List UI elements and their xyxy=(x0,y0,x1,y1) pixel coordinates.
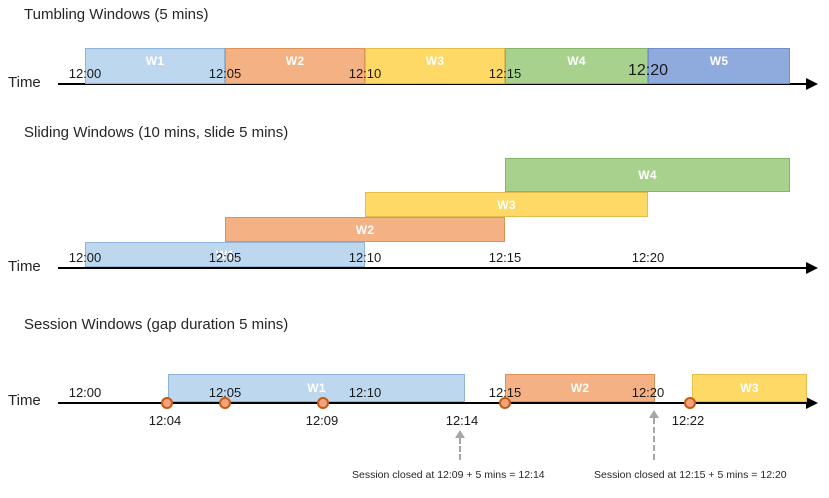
window-label: W1 xyxy=(145,54,165,68)
event-dot xyxy=(317,397,329,409)
arrow-up-icon xyxy=(649,410,659,418)
tick-12-20: 12:20 xyxy=(627,62,669,79)
window-label: W2 xyxy=(285,54,305,68)
window-w1: W1 xyxy=(85,242,365,267)
tick-12-15: 12:15 xyxy=(488,385,522,400)
tick-12-00: 12:00 xyxy=(68,66,102,81)
window-w5: W5 xyxy=(648,48,790,84)
tick-12-15: 12:15 xyxy=(488,250,522,265)
event-time-12-14: 12:14 xyxy=(445,413,479,428)
tick-12-20: 12:20 xyxy=(631,250,665,265)
tick-12-00: 12:00 xyxy=(68,250,102,265)
timeline xyxy=(58,83,808,85)
window-label: W3 xyxy=(740,381,759,395)
window-label: W4 xyxy=(638,168,657,182)
arrow-up-icon xyxy=(455,430,465,438)
window-w1: W1 xyxy=(85,48,225,84)
window-w3: W3 xyxy=(365,48,505,84)
event-dot xyxy=(499,397,511,409)
section-title-sliding: Sliding Windows (10 mins, slide 5 mins) xyxy=(24,124,289,141)
event-dot xyxy=(161,397,173,409)
window-w2: W2 xyxy=(225,48,365,84)
tick-12-10: 12:10 xyxy=(348,250,382,265)
dashed-line xyxy=(459,438,461,460)
tick-12-05: 12:05 xyxy=(208,66,242,81)
section-title-tumbling: Tumbling Windows (5 mins) xyxy=(24,6,209,23)
window-label: W5 xyxy=(709,54,729,68)
window-label: W1 xyxy=(215,247,235,262)
time-axis-label: Time xyxy=(8,392,41,409)
window-w2: W2 xyxy=(225,217,505,242)
window-w3: W3 xyxy=(692,374,807,402)
tick-12-15: 12:15 xyxy=(488,66,522,81)
window-label: W1 xyxy=(307,381,326,395)
tick-12-20: 12:20 xyxy=(631,385,665,400)
timeline xyxy=(58,267,808,269)
window-label: W4 xyxy=(567,54,586,68)
event-dot xyxy=(219,397,231,409)
window-w2: W2 xyxy=(505,374,655,402)
event-time-12-04: 12:04 xyxy=(148,413,182,428)
window-w1: W1 xyxy=(168,374,465,402)
timeline-arrowhead-icon xyxy=(806,397,818,409)
window-label: W2 xyxy=(570,381,590,395)
session-close-annotation-2: Session closed at 12:15 + 5 mins = 12:20 xyxy=(594,469,787,481)
dashed-line xyxy=(653,418,655,460)
tick-12-10: 12:10 xyxy=(348,66,382,81)
event-dot xyxy=(684,397,696,409)
section-title-session: Session Windows (gap duration 5 mins) xyxy=(24,316,289,333)
timeline-arrowhead-icon xyxy=(806,262,818,274)
window-label: W3 xyxy=(497,197,516,212)
window-w4: W4 xyxy=(505,158,790,192)
window-w4: W4 xyxy=(505,48,648,84)
timeline-arrowhead-icon xyxy=(806,78,818,90)
session-close-annotation-1: Session closed at 12:09 + 5 mins = 12:14 xyxy=(352,469,545,481)
window-label: W3 xyxy=(425,54,445,68)
tick-12-05: 12:05 xyxy=(208,385,242,400)
event-time-12-22: 12:22 xyxy=(671,413,705,428)
window-label: W2 xyxy=(355,222,375,237)
tick-12-00: 12:00 xyxy=(68,385,102,400)
window-w3: W3 xyxy=(365,192,648,217)
timeline xyxy=(58,402,808,404)
tick-12-05: 12:05 xyxy=(208,250,242,265)
time-axis-label: Time xyxy=(8,258,41,275)
event-time-12-09: 12:09 xyxy=(305,413,339,428)
time-axis-label: Time xyxy=(8,74,41,91)
tick-12-10: 12:10 xyxy=(348,385,382,400)
